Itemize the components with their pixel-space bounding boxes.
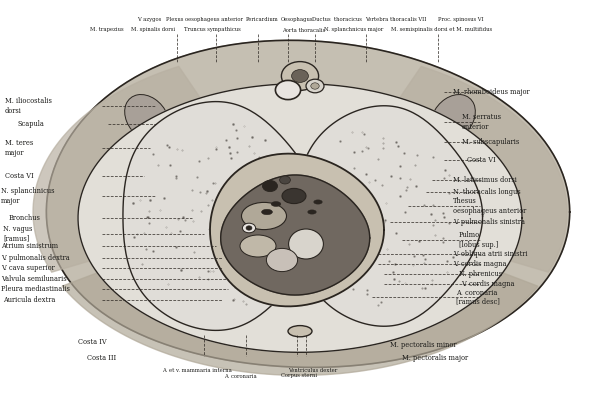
Ellipse shape xyxy=(125,94,169,142)
Text: N. splanchnicus major: N. splanchnicus major xyxy=(324,28,383,32)
Text: Costa VI: Costa VI xyxy=(467,156,496,164)
Text: M. rhomboideus major: M. rhomboideus major xyxy=(453,88,530,96)
Text: M. teres
major: M. teres major xyxy=(5,139,33,156)
Text: Vertebra thoracalis VII: Vertebra thoracalis VII xyxy=(365,17,426,22)
Text: Ductus  thoracicus: Ductus thoracicus xyxy=(312,17,362,22)
Text: Pleura mediastinalis: Pleura mediastinalis xyxy=(1,285,70,293)
Ellipse shape xyxy=(288,326,312,337)
Ellipse shape xyxy=(311,83,319,89)
Text: Ventriculus dexter: Ventriculus dexter xyxy=(288,368,337,372)
Text: Atrium sinistrum: Atrium sinistrum xyxy=(1,242,58,250)
Text: A. et v. mammaria interna: A. et v. mammaria interna xyxy=(162,368,232,372)
Text: Aorta thoracalis: Aorta thoracalis xyxy=(282,28,325,32)
Ellipse shape xyxy=(271,202,281,206)
Text: Auricula dextra: Auricula dextra xyxy=(3,296,55,304)
Text: Thesus
oesophageus anterior: Thesus oesophageus anterior xyxy=(453,198,526,214)
Polygon shape xyxy=(123,102,321,330)
Ellipse shape xyxy=(308,210,316,214)
Ellipse shape xyxy=(275,80,301,100)
Ellipse shape xyxy=(431,94,475,142)
Ellipse shape xyxy=(289,229,323,259)
Polygon shape xyxy=(138,270,462,330)
Text: M. spinalis dorsi: M. spinalis dorsi xyxy=(131,28,175,32)
Text: M. latissimus dorsi: M. latissimus dorsi xyxy=(453,176,517,184)
Polygon shape xyxy=(62,270,538,375)
Polygon shape xyxy=(400,66,567,272)
Ellipse shape xyxy=(281,62,319,90)
Text: M. subscapularis: M. subscapularis xyxy=(462,138,519,146)
Text: M. serratus
anterior: M. serratus anterior xyxy=(462,114,501,130)
Polygon shape xyxy=(296,106,482,326)
Text: Costa III: Costa III xyxy=(87,354,116,362)
Ellipse shape xyxy=(314,200,322,204)
Text: Valvula semilunaris: Valvula semilunaris xyxy=(1,275,66,283)
Text: Plexus oesophageus anterior: Plexus oesophageus anterior xyxy=(166,17,242,22)
Text: M. trapezius: M. trapezius xyxy=(90,28,124,32)
Text: M. iliocostalis
dorsi: M. iliocostalis dorsi xyxy=(5,97,52,115)
Ellipse shape xyxy=(242,223,256,233)
Text: Pericardium: Pericardium xyxy=(246,17,279,22)
Polygon shape xyxy=(210,154,384,306)
Text: M. pectoralis minor: M. pectoralis minor xyxy=(390,341,457,349)
Text: M. pectoralis major: M. pectoralis major xyxy=(402,354,468,362)
Ellipse shape xyxy=(282,188,306,204)
Text: Corpus sterni: Corpus sterni xyxy=(281,374,317,378)
Text: Bronchus: Bronchus xyxy=(9,214,41,222)
Text: Scapula: Scapula xyxy=(18,120,45,128)
Polygon shape xyxy=(78,84,522,352)
Text: V. cava superior: V. cava superior xyxy=(1,264,55,272)
Text: Pulmo
[lobus sup.]: Pulmo [lobus sup.] xyxy=(459,231,499,248)
Ellipse shape xyxy=(280,176,290,184)
Text: Proc. spinosus VI: Proc. spinosus VI xyxy=(438,17,484,22)
Polygon shape xyxy=(46,40,569,367)
Ellipse shape xyxy=(306,79,324,93)
Ellipse shape xyxy=(241,202,287,230)
Text: Costa IV: Costa IV xyxy=(78,338,107,346)
Text: A. coronaria
[ramus desc]: A. coronaria [ramus desc] xyxy=(456,289,500,306)
Ellipse shape xyxy=(262,209,272,215)
Text: V. obliqua atrii sinistri: V. obliqua atrii sinistri xyxy=(453,250,527,258)
Text: V. cordis magna: V. cordis magna xyxy=(453,260,506,268)
Text: Costa VI: Costa VI xyxy=(5,172,34,180)
Text: N. splanchnicus
major: N. splanchnicus major xyxy=(1,187,54,204)
Ellipse shape xyxy=(246,226,252,230)
Text: V. pulmonalis dextra: V. pulmonalis dextra xyxy=(1,254,70,262)
Ellipse shape xyxy=(263,180,277,192)
Text: Truncus sympathicus: Truncus sympathicus xyxy=(184,28,241,32)
Text: N. thoracalis longus: N. thoracalis longus xyxy=(453,188,521,196)
Text: Oesophagus: Oesophagus xyxy=(281,17,313,22)
Text: M. semispinalis dorsi et M. multifidus: M. semispinalis dorsi et M. multifidus xyxy=(391,28,493,32)
Polygon shape xyxy=(81,84,519,340)
Ellipse shape xyxy=(292,70,308,82)
Polygon shape xyxy=(221,175,370,295)
Text: A. coronaria: A. coronaria xyxy=(224,374,257,378)
Text: V. cordis magna: V. cordis magna xyxy=(461,280,514,288)
Polygon shape xyxy=(33,66,200,272)
Ellipse shape xyxy=(240,235,276,257)
Ellipse shape xyxy=(266,248,298,272)
Text: V. azygos: V. azygos xyxy=(137,17,161,22)
Text: N. vagus
[ramus]: N. vagus [ramus] xyxy=(3,226,32,242)
Text: V. pulmonalis sinistra: V. pulmonalis sinistra xyxy=(453,218,525,226)
Text: N. phrenicus: N. phrenicus xyxy=(459,270,502,278)
